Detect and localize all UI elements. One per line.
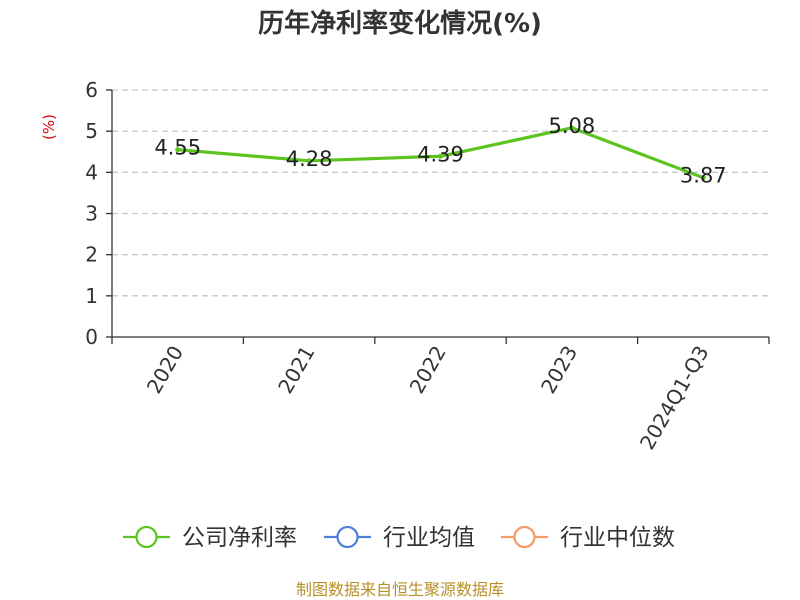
source-note: 制图数据来自恒生聚源数据库 — [296, 580, 504, 599]
x-tick-label: 2023 — [536, 342, 582, 398]
data-label: 4.39 — [417, 142, 464, 166]
data-labels: 4.55 4.28 4.39 5.08 3.87 — [154, 114, 726, 188]
series-layer — [175, 125, 706, 181]
y-tick-label: 6 — [85, 78, 98, 102]
data-label: 4.55 — [154, 136, 201, 160]
axes: 0 1 2 3 4 5 6 2020 2021 2022 2023 2024Q1-Q3 — [85, 78, 770, 454]
data-label: 3.87 — [680, 164, 727, 188]
legend-marker-icon — [135, 525, 158, 549]
x-tick-label: 2020 — [142, 342, 188, 398]
y-tick-label: 0 — [85, 325, 98, 349]
legend-marker-icon — [513, 525, 536, 549]
x-tick-label: 2021 — [273, 342, 319, 398]
chart-title: 历年净利率变化情况(%) — [258, 8, 542, 39]
y-tick-label: 2 — [85, 243, 98, 267]
data-label: 5.08 — [549, 114, 596, 138]
data-point — [175, 147, 181, 153]
data-label: 4.28 — [286, 147, 333, 171]
grid-lines — [112, 89, 769, 297]
y-tick-label: 3 — [85, 202, 98, 226]
x-tick-label: 2022 — [405, 342, 451, 398]
legend-label: 行业均值 — [383, 525, 475, 551]
legend: 公司净利率 行业均值 行业中位数 — [123, 525, 675, 551]
legend-item[interactable]: 行业中位数 — [501, 525, 675, 551]
y-tick-label: 4 — [85, 160, 98, 184]
data-point — [569, 125, 575, 131]
data-point — [306, 158, 312, 164]
legend-item[interactable]: 公司净利率 — [123, 525, 297, 551]
y-tick-label: 1 — [85, 284, 98, 308]
data-point — [438, 153, 443, 159]
x-tick-label: 2024Q1-Q3 — [635, 342, 714, 454]
data-point — [700, 175, 706, 181]
legend-label: 行业中位数 — [560, 525, 675, 551]
y-axis-label: (%) — [40, 114, 58, 140]
legend-item[interactable]: 行业均值 — [324, 525, 475, 551]
legend-label: 公司净利率 — [182, 525, 297, 551]
y-tick-label: 5 — [85, 119, 98, 143]
legend-marker-icon — [336, 525, 359, 549]
